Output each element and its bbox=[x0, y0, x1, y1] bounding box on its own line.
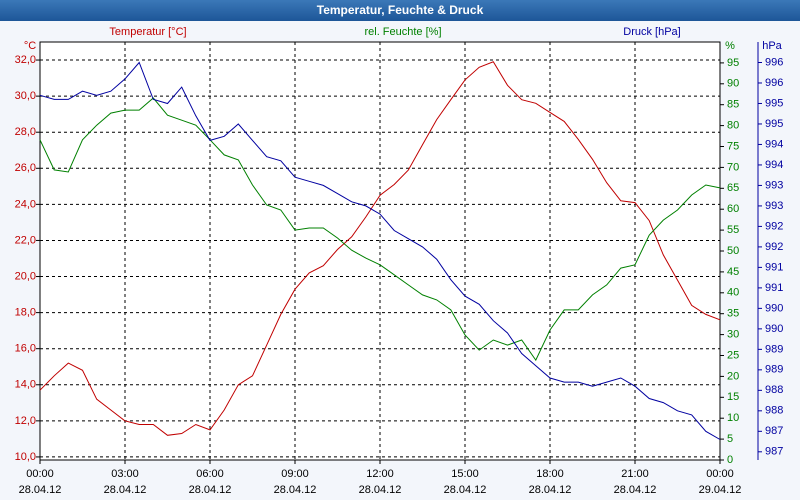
y2-tick-label: 50 bbox=[727, 245, 739, 257]
y2-tick-label: 55 bbox=[727, 224, 739, 236]
y3-tick-label: 992 bbox=[765, 220, 783, 232]
x-tick-date: 28.04.12 bbox=[614, 484, 657, 496]
x-tick-label: 00:00 bbox=[706, 468, 734, 480]
y2-tick-label: 35 bbox=[727, 308, 739, 320]
chart-layer: 00:00 28.04.12 03:00 28.04.12 06:00 28.04.12 0… bbox=[15, 26, 784, 496]
series-line bbox=[39, 61, 721, 440]
y-tick-label: 10,0 bbox=[15, 451, 36, 463]
y2-tick-label: 80 bbox=[727, 120, 739, 132]
y3-tick-label: 994 bbox=[765, 138, 783, 150]
y3-tick-label: 987 bbox=[765, 446, 783, 458]
legend-entry: Temperatur [°C] bbox=[109, 26, 186, 38]
y3-tick-label: 995 bbox=[765, 97, 783, 109]
y2-tick-label: 60 bbox=[727, 203, 739, 215]
y2-tick-label: 25 bbox=[727, 349, 739, 361]
y2-tick-label: 20 bbox=[727, 370, 739, 382]
y-tick-label: 26,0 bbox=[15, 162, 36, 174]
x-tick-date: 28.04.12 bbox=[19, 484, 62, 496]
y-axis-unit: °C bbox=[24, 40, 36, 52]
x-tick-label: 00:00 bbox=[26, 468, 54, 480]
y2-tick-label: 10 bbox=[727, 412, 739, 424]
y3-tick-label: 990 bbox=[765, 323, 783, 335]
y2-tick-label: 65 bbox=[727, 182, 739, 194]
y2-tick-label: 95 bbox=[727, 57, 739, 69]
x-tick-label: 15:00 bbox=[451, 468, 479, 480]
y2-tick-label: 90 bbox=[727, 78, 739, 90]
y2-tick-label: 75 bbox=[727, 140, 739, 152]
y2-tick-label: 30 bbox=[727, 329, 739, 341]
y3-tick-label: 993 bbox=[765, 179, 783, 191]
x-tick-date: 28.04.12 bbox=[444, 484, 487, 496]
y3-tick-label: 988 bbox=[765, 384, 783, 396]
x-tick-date: 28.04.12 bbox=[274, 484, 317, 496]
y2-tick-label: 70 bbox=[727, 161, 739, 173]
x-tick-date: 28.04.12 bbox=[104, 484, 147, 496]
y-tick-label: 24,0 bbox=[15, 198, 36, 210]
legend-entry: rel. Feuchte [%] bbox=[364, 26, 441, 38]
y2-tick-label: 5 bbox=[727, 433, 733, 445]
y-tick-label: 32,0 bbox=[15, 54, 36, 66]
y3-tick-label: 991 bbox=[765, 282, 783, 294]
series-line bbox=[39, 61, 721, 436]
y-tick-label: 18,0 bbox=[15, 307, 36, 319]
y-tick-label: 20,0 bbox=[15, 270, 36, 282]
y3-tick-label: 995 bbox=[765, 118, 783, 130]
x-tick-label: 03:00 bbox=[111, 468, 139, 480]
y3-tick-label: 993 bbox=[765, 200, 783, 212]
x-tick-label: 18:00 bbox=[536, 468, 564, 480]
y2-tick-label: 0 bbox=[727, 454, 733, 466]
y-tick-label: 30,0 bbox=[15, 90, 36, 102]
x-tick-date: 28.04.12 bbox=[529, 484, 572, 496]
y-tick-label: 12,0 bbox=[15, 415, 36, 427]
y3-tick-label: 988 bbox=[765, 405, 783, 417]
y3-tick-label: 991 bbox=[765, 261, 783, 273]
legend-entry: Druck [hPa] bbox=[623, 26, 680, 38]
y3-tick-label: 989 bbox=[765, 364, 783, 376]
y3-axis-unit: hPa bbox=[762, 40, 782, 52]
y2-tick-label: 40 bbox=[727, 287, 739, 299]
y2-tick-label: 15 bbox=[727, 391, 739, 403]
y3-tick-label: 990 bbox=[765, 302, 783, 314]
x-tick-label: 06:00 bbox=[196, 468, 224, 480]
x-tick-label: 09:00 bbox=[281, 468, 309, 480]
y2-tick-label: 85 bbox=[727, 99, 739, 111]
y-tick-label: 22,0 bbox=[15, 234, 36, 246]
x-tick-date: 28.04.12 bbox=[189, 484, 232, 496]
x-tick-label: 21:00 bbox=[621, 468, 649, 480]
y-tick-label: 14,0 bbox=[15, 379, 36, 391]
y3-tick-label: 996 bbox=[765, 77, 783, 89]
y2-axis-unit: % bbox=[725, 40, 735, 52]
x-tick-label: 12:00 bbox=[366, 468, 394, 480]
x-tick-date: 28.04.12 bbox=[359, 484, 402, 496]
y3-tick-label: 994 bbox=[765, 159, 783, 171]
y3-tick-label: 987 bbox=[765, 425, 783, 437]
y3-tick-label: 989 bbox=[765, 343, 783, 355]
y3-tick-label: 996 bbox=[765, 56, 783, 68]
chart-title: Temperatur, Feuchte & Druck bbox=[317, 3, 484, 17]
x-tick-date: 29.04.12 bbox=[699, 484, 742, 496]
y2-tick-label: 45 bbox=[727, 266, 739, 278]
title-bar bbox=[0, 0, 800, 21]
y3-tick-label: 992 bbox=[765, 241, 783, 253]
y-tick-label: 16,0 bbox=[15, 343, 36, 355]
y-tick-label: 28,0 bbox=[15, 126, 36, 138]
